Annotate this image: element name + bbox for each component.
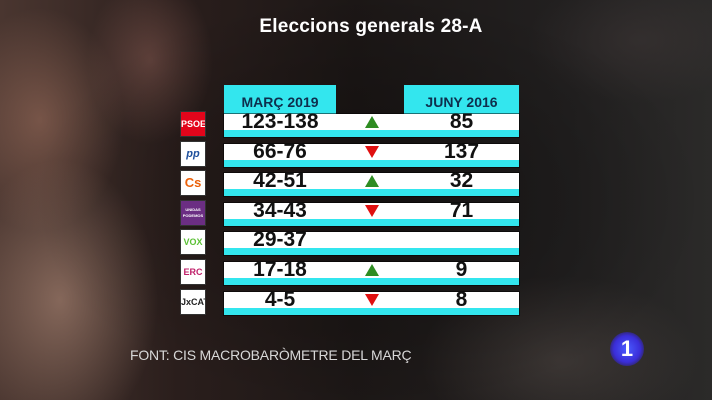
table-row: 123-138 85 (224, 110, 519, 137)
party-logo-unidos-podemos: UNIDAS PODEMOS (181, 200, 205, 225)
table-row: 42-51 32 (224, 169, 519, 197)
party-logo-vox: VOX (181, 230, 205, 255)
party-logo-cs: Cs (181, 171, 205, 196)
source-caption: FONT: CIS MACROBARÒMETRE DEL MARÇ (130, 347, 412, 363)
table-row: 66-76 137 (224, 139, 519, 167)
forecast-seats: 34-43 (253, 198, 307, 222)
previous-seats: 85 (449, 110, 474, 133)
trend-up-icon (365, 116, 379, 128)
table-row: 34-43 71 (224, 198, 519, 226)
previous-seats: 8 (455, 287, 468, 311)
party-logo-psoe: PSOE (181, 112, 205, 136)
trend-down-icon (365, 204, 379, 217)
column-header-march-2019: MARÇ 2019 (224, 85, 336, 114)
party-logo-junts-per-catalunya: JxCAT (181, 289, 205, 314)
forecast-seats: 123-138 (241, 110, 319, 133)
forecast-seats: 17-18 (253, 258, 307, 281)
party-logo-pp: pp (181, 141, 205, 166)
forecast-seats: 29-37 (253, 228, 307, 252)
party-logo-erc: ERC (181, 260, 205, 284)
trend-up-icon (365, 175, 379, 188)
previous-seats: 137 (443, 139, 480, 163)
trend-down-icon (365, 293, 379, 306)
table-row: 29-37 (224, 228, 519, 256)
forecast-seats: 42-51 (253, 169, 307, 193)
column-header-june-2016: JUNY 2016 (404, 85, 519, 114)
row-white-band (224, 232, 519, 249)
forecast-seats: 4-5 (264, 287, 296, 311)
previous-seats: 32 (449, 169, 474, 193)
forecast-seats: 66-76 (253, 139, 307, 163)
trend-down-icon (365, 145, 379, 158)
tve-channel-logo: 1 (610, 332, 644, 366)
previous-seats: 9 (455, 258, 468, 281)
table-row: 4-5 8 (224, 287, 519, 315)
table-row: 17-18 9 (224, 258, 519, 285)
graphic-title: Eleccions generals 28-A (259, 16, 483, 37)
trend-up-icon (365, 264, 379, 276)
previous-seats: 71 (449, 198, 474, 222)
